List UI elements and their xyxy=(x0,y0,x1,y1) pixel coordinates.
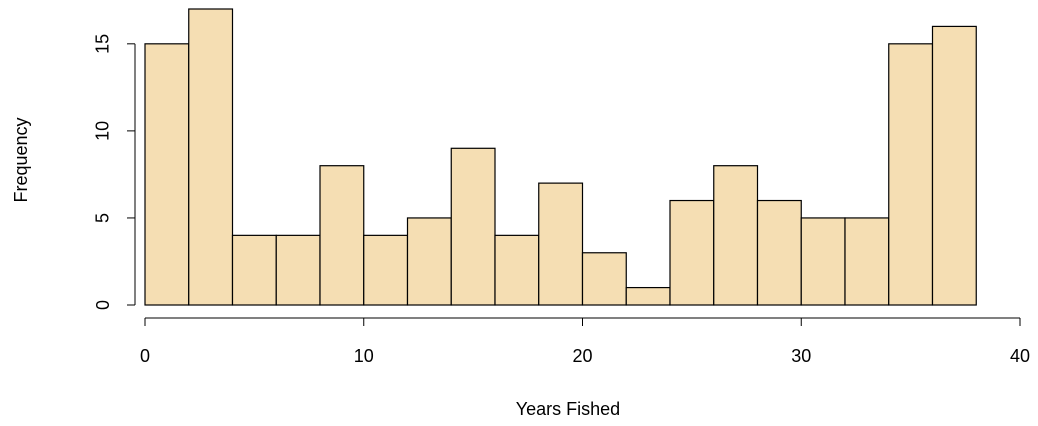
bar xyxy=(625,286,671,306)
bar xyxy=(450,147,496,306)
y-tick-label: 10 xyxy=(93,121,113,141)
bar xyxy=(800,217,846,306)
bar xyxy=(931,25,977,306)
y-tick-label: 15 xyxy=(93,34,113,54)
x-axis-title: Years Fished xyxy=(516,399,620,419)
bar xyxy=(844,217,890,306)
x-tick-label: 10 xyxy=(354,346,374,366)
bar xyxy=(363,234,409,306)
y-tick-label: 5 xyxy=(93,213,113,223)
bar xyxy=(581,252,627,306)
bar xyxy=(275,234,321,306)
bar xyxy=(494,234,540,306)
bar xyxy=(406,217,452,306)
bar xyxy=(888,43,934,306)
bar xyxy=(144,43,190,306)
y-tick-label: 0 xyxy=(93,300,113,310)
bar xyxy=(319,165,365,306)
bar xyxy=(669,199,715,306)
x-tick-label: 20 xyxy=(572,346,592,366)
x-tick-label: 0 xyxy=(140,346,150,366)
x-tick-label: 40 xyxy=(1010,346,1030,366)
bar xyxy=(756,199,802,306)
y-axis-title: Frequency xyxy=(11,117,31,202)
bar xyxy=(713,165,759,306)
bar xyxy=(231,234,277,306)
bar xyxy=(538,182,584,306)
x-tick-label: 30 xyxy=(791,346,811,366)
bar xyxy=(188,8,234,306)
